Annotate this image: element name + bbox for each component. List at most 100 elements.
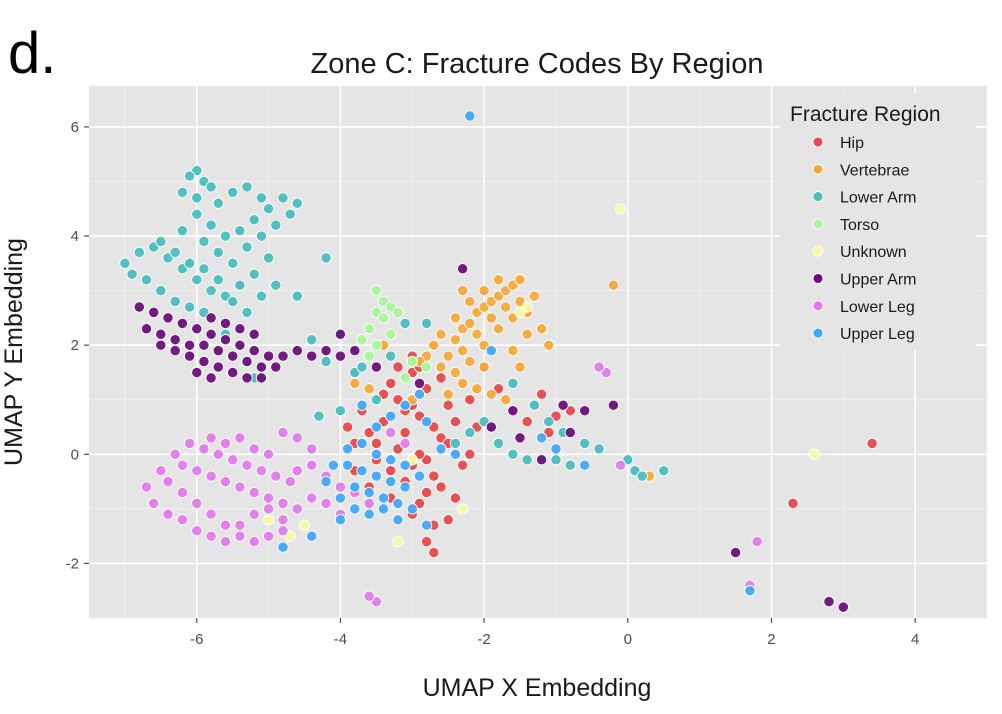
point-upper-leg bbox=[399, 399, 411, 411]
point-hip bbox=[442, 399, 454, 411]
point-vertebrae bbox=[514, 274, 526, 286]
x-tick-label: -2 bbox=[477, 631, 490, 648]
point-vertebrae bbox=[507, 344, 519, 357]
point-lower-leg bbox=[205, 508, 217, 520]
point-upper-arm bbox=[306, 350, 318, 362]
point-torso bbox=[370, 284, 383, 297]
point-upper-arm bbox=[191, 366, 203, 379]
point-upper-arm bbox=[227, 350, 239, 362]
point-lower-leg bbox=[140, 481, 153, 493]
point-unknown bbox=[392, 535, 404, 548]
point-vertebrae bbox=[464, 355, 476, 368]
point-lower-leg bbox=[277, 525, 289, 537]
point-upper-leg bbox=[385, 454, 397, 466]
point-upper-leg bbox=[413, 388, 426, 400]
point-upper-arm bbox=[191, 323, 203, 335]
point-upper-arm bbox=[334, 328, 347, 340]
point-upper-arm bbox=[155, 339, 167, 351]
point-lower-arm bbox=[176, 186, 189, 199]
point-vertebrae bbox=[478, 284, 490, 297]
point-upper-arm bbox=[485, 421, 497, 433]
point-unknown bbox=[808, 448, 821, 460]
point-lower-leg bbox=[191, 525, 203, 537]
point-vertebrae bbox=[478, 361, 490, 373]
legend-key-torso bbox=[812, 218, 824, 230]
point-hip bbox=[535, 388, 548, 400]
point-lower-arm bbox=[291, 197, 303, 209]
point-upper-leg bbox=[392, 497, 404, 510]
point-upper-arm bbox=[607, 399, 620, 411]
point-vertebrae bbox=[456, 284, 469, 297]
point-lower-leg bbox=[306, 443, 318, 455]
point-upper-arm bbox=[234, 323, 246, 335]
y-tick-label: 4 bbox=[71, 228, 79, 245]
point-upper-arm bbox=[579, 405, 591, 417]
point-hip bbox=[420, 486, 433, 499]
point-upper-arm bbox=[837, 601, 849, 613]
point-lower-leg bbox=[155, 465, 167, 477]
point-upper-arm bbox=[248, 344, 260, 357]
point-lower-arm bbox=[255, 192, 268, 204]
point-hip bbox=[442, 514, 454, 526]
point-unknown bbox=[614, 203, 627, 215]
point-upper-arm bbox=[169, 344, 181, 357]
point-vertebrae bbox=[456, 377, 469, 390]
point-torso bbox=[420, 361, 433, 373]
point-lower-arm bbox=[248, 268, 260, 280]
point-upper-arm bbox=[140, 323, 153, 335]
point-lower-arm bbox=[579, 437, 591, 450]
point-upper-leg bbox=[327, 459, 339, 471]
point-lower-arm bbox=[277, 192, 289, 204]
point-lower-arm bbox=[636, 470, 648, 482]
point-upper-arm bbox=[334, 350, 347, 362]
point-lower-arm bbox=[227, 295, 239, 308]
point-vertebrae bbox=[464, 317, 476, 330]
point-unknown bbox=[298, 519, 311, 531]
point-lower-arm bbox=[212, 274, 224, 286]
point-lower-arm bbox=[255, 290, 268, 302]
point-hip bbox=[392, 361, 404, 373]
point-lower-arm bbox=[270, 279, 282, 291]
legend-label-upper-arm: Upper Arm bbox=[840, 272, 916, 289]
point-lower-arm bbox=[227, 257, 239, 269]
point-lower-leg bbox=[255, 465, 268, 477]
point-lower-leg bbox=[234, 481, 246, 493]
point-upper-leg bbox=[349, 503, 361, 515]
point-upper-leg bbox=[435, 443, 447, 455]
point-lower-arm bbox=[183, 301, 196, 313]
point-lower-leg bbox=[241, 459, 253, 471]
point-upper-leg bbox=[406, 503, 418, 515]
point-lower-arm bbox=[155, 284, 167, 297]
point-lower-leg bbox=[334, 481, 347, 493]
data-points bbox=[119, 110, 878, 613]
legend-key-unknown bbox=[812, 245, 824, 257]
point-hip bbox=[435, 481, 447, 493]
legend-key-upper-arm bbox=[812, 273, 824, 284]
point-torso bbox=[399, 372, 411, 384]
point-lower-leg bbox=[262, 530, 275, 542]
point-hip bbox=[385, 377, 397, 390]
point-lower-leg bbox=[306, 459, 318, 471]
point-hip bbox=[399, 426, 411, 439]
point-lower-arm bbox=[212, 197, 224, 209]
point-upper-leg bbox=[550, 443, 562, 455]
point-lower-arm bbox=[205, 181, 217, 193]
point-lower-arm bbox=[183, 170, 196, 182]
point-lower-arm bbox=[255, 230, 268, 242]
point-upper-leg bbox=[370, 470, 383, 482]
point-lower-arm bbox=[262, 203, 275, 215]
point-upper-leg bbox=[413, 470, 426, 482]
point-upper-arm bbox=[205, 328, 217, 340]
point-upper-leg bbox=[377, 503, 390, 515]
point-lower-leg bbox=[262, 492, 275, 504]
point-lower-arm bbox=[464, 426, 476, 439]
point-upper-leg bbox=[356, 437, 368, 450]
point-lower-arm bbox=[155, 235, 167, 248]
point-lower-arm bbox=[284, 208, 296, 220]
x-tick-label: 0 bbox=[624, 631, 632, 648]
point-lower-leg bbox=[399, 437, 411, 450]
point-lower-arm bbox=[492, 437, 505, 450]
point-upper-leg bbox=[349, 481, 361, 493]
point-lower-arm bbox=[399, 317, 411, 330]
